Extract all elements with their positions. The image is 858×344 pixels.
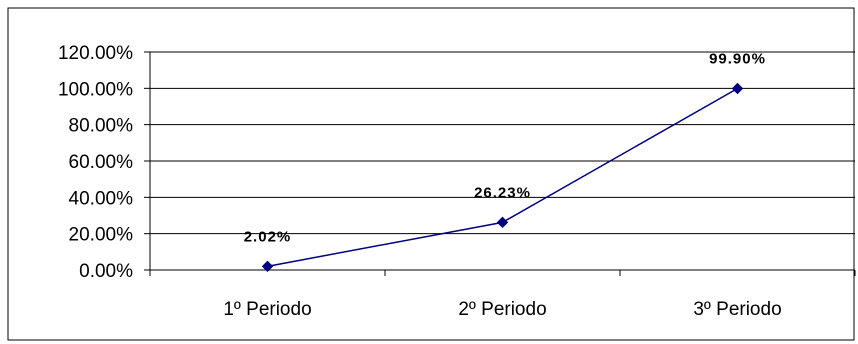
x-tick-label: 2º Periodo — [458, 299, 546, 320]
data-label: 99.90% — [709, 51, 766, 68]
chart-frame-border — [7, 7, 855, 341]
data-point — [496, 216, 509, 229]
x-tick-label: 1º Periodo — [223, 299, 311, 320]
y-tick-label: 40.00% — [69, 188, 134, 209]
y-tick-label: 20.00% — [69, 225, 134, 246]
y-tick-label: 60.00% — [69, 152, 134, 173]
data-point — [261, 260, 274, 273]
y-tick-label: 0.00% — [79, 261, 133, 282]
data-label: 26.23% — [474, 184, 531, 201]
y-tick-label: 100.00% — [58, 79, 133, 100]
y-tick-label: 120.00% — [58, 43, 133, 64]
y-tick-label: 80.00% — [69, 116, 134, 137]
data-label: 2.02% — [244, 228, 292, 245]
x-tick-label: 3º Periodo — [693, 299, 781, 320]
data-point — [731, 82, 744, 95]
